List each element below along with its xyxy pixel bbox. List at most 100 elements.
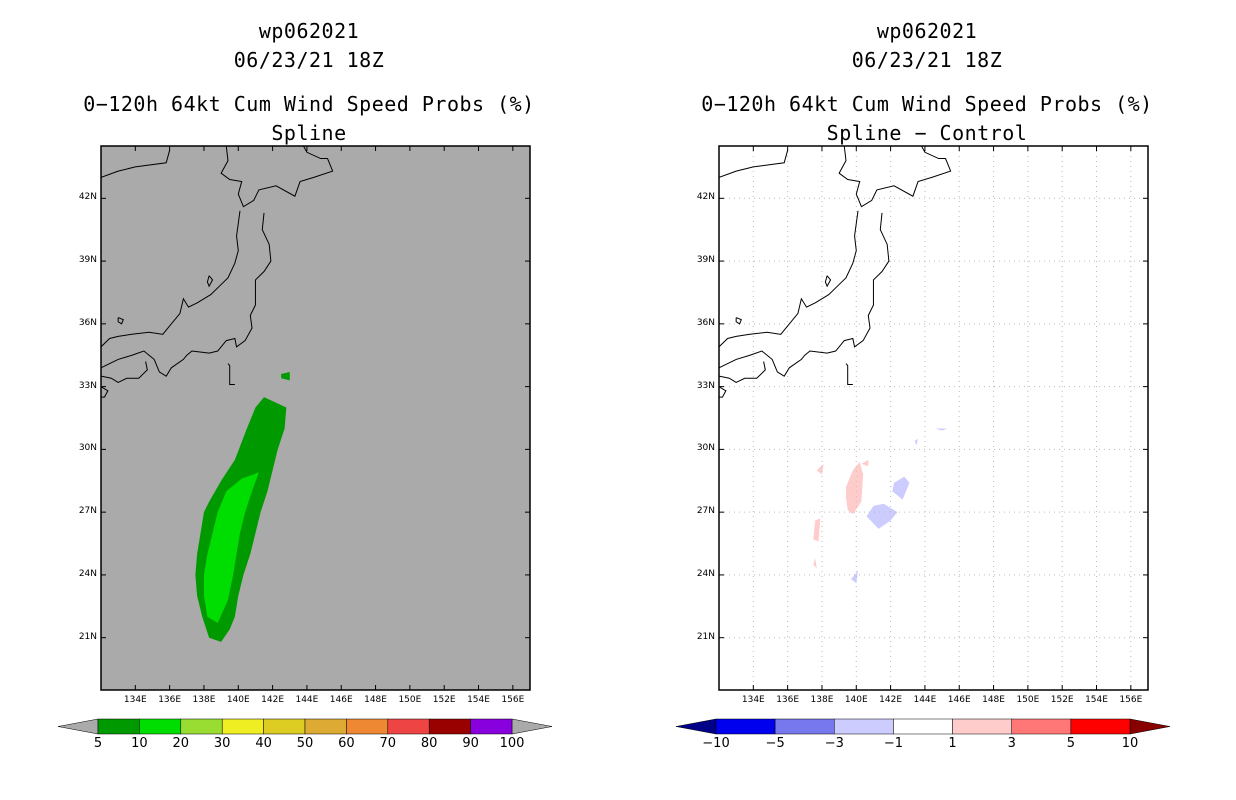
right-coastline-7 bbox=[735, 317, 742, 325]
right-plot-frame bbox=[718, 145, 1149, 691]
left-colorbar-swatch-6 bbox=[346, 718, 389, 735]
left-product-title: 0−120h 64kt Cum Wind Speed Probs (%) bbox=[83, 92, 535, 116]
colorbars bbox=[57, 718, 1171, 735]
right-region-9 bbox=[935, 428, 948, 431]
right-colorbar-swatch-0 bbox=[715, 718, 776, 735]
right-xtick-label: 136E bbox=[776, 695, 800, 705]
left-xtick-label: 156E bbox=[501, 695, 525, 705]
right-coastline-0 bbox=[719, 150, 789, 178]
right-coastline-2 bbox=[719, 210, 859, 348]
right-subtitle: Spline − Control bbox=[826, 121, 1028, 145]
right-coastline-5 bbox=[719, 386, 727, 398]
left-coastline-6 bbox=[227, 363, 235, 386]
right-coastline-8 bbox=[824, 275, 832, 288]
right-ytick-label: 36N bbox=[696, 317, 715, 328]
left-colorbar-swatch-7 bbox=[387, 718, 430, 735]
left-xtick-label: 152E bbox=[432, 695, 456, 705]
right-xtick-label: 140E bbox=[844, 695, 868, 705]
left-plot-frame bbox=[100, 145, 531, 691]
left-xtick-label: 142E bbox=[261, 695, 285, 705]
right-xtick-label: 146E bbox=[947, 695, 971, 705]
right-colorbar-swatch-4 bbox=[952, 718, 1012, 735]
left-xtick-label: 150E bbox=[398, 695, 422, 705]
right-colorbar-label: −3 bbox=[824, 736, 844, 751]
right-xtick-label: 144E bbox=[913, 695, 937, 705]
left-coastline-1 bbox=[220, 146, 334, 208]
right-coastline-1 bbox=[838, 146, 952, 208]
left-colorbar-swatch-4 bbox=[263, 718, 306, 735]
left-colorbar-swatch-2 bbox=[180, 718, 223, 735]
right-xtick-label: 156E bbox=[1119, 695, 1143, 705]
left-ytick-label: 33N bbox=[78, 380, 97, 391]
left-xtick-label: 136E bbox=[158, 695, 182, 705]
left-colorbar-label: 70 bbox=[379, 736, 397, 751]
right-region-3 bbox=[813, 518, 821, 542]
left-colorbar-label: 10 bbox=[131, 736, 148, 751]
right-colorbar-under-arrow bbox=[675, 718, 717, 735]
right-colorbar-swatch-1 bbox=[774, 718, 835, 735]
right-coastline-6 bbox=[845, 363, 853, 386]
left-colorbar-label: 80 bbox=[420, 736, 438, 751]
left-coastline-8 bbox=[206, 275, 214, 288]
right-colorbar-swatch-3 bbox=[893, 718, 953, 735]
right-colorbar-label: 10 bbox=[1121, 736, 1139, 751]
right-xtick-label: 152E bbox=[1050, 695, 1074, 705]
left-xtick-label: 140E bbox=[226, 695, 250, 705]
right-region-8 bbox=[914, 438, 919, 446]
right-colorbar-over-arrow bbox=[1129, 718, 1171, 735]
left-colorbar-label: 30 bbox=[213, 736, 231, 751]
left-xtick-label: 144E bbox=[295, 695, 319, 705]
left-colorbar-label: 50 bbox=[296, 736, 314, 751]
left-xtick-label: 134E bbox=[123, 695, 147, 705]
right-colorbar-swatch-2 bbox=[834, 718, 894, 735]
left-colorbar-swatch-0 bbox=[97, 718, 140, 735]
left-storm-id: wp062021 bbox=[258, 19, 360, 43]
left-coastline-3 bbox=[101, 212, 272, 377]
right-xtick-label: 154E bbox=[1085, 695, 1108, 705]
right-region-4 bbox=[813, 558, 817, 569]
right-colorbar-label: 5 bbox=[1066, 736, 1075, 751]
right-ytick-label: 33N bbox=[696, 380, 715, 391]
left-ytick-label: 24N bbox=[78, 568, 97, 579]
left-xtick-label: 138E bbox=[192, 695, 216, 705]
right-ytick-label: 39N bbox=[696, 255, 715, 266]
right-xtick-label: 142E bbox=[879, 695, 903, 705]
right-probability-regions bbox=[813, 428, 948, 584]
right-xtick-label: 150E bbox=[1016, 695, 1040, 705]
right-ytick-label: 21N bbox=[696, 631, 715, 642]
left-colorbar-swatch-9 bbox=[470, 718, 513, 735]
right-region-5 bbox=[866, 503, 898, 529]
left-ytick-label: 42N bbox=[78, 192, 97, 203]
right-xtick-label: 134E bbox=[741, 695, 765, 705]
right-region-1 bbox=[861, 459, 869, 467]
right-colorbar-label: 3 bbox=[1007, 736, 1016, 751]
left-coastline-2 bbox=[101, 210, 241, 348]
left-map-panel bbox=[100, 145, 531, 691]
left-xtick-label: 154E bbox=[467, 695, 490, 705]
left-colorbar-label: 90 bbox=[462, 736, 479, 751]
right-colorbar-label: −5 bbox=[765, 736, 785, 751]
left-xtick-label: 148E bbox=[364, 695, 387, 705]
left-coastline-7 bbox=[117, 317, 124, 325]
left-subtitle: Spline bbox=[271, 121, 347, 145]
left-colorbar-swatch-8 bbox=[428, 718, 471, 735]
left-xtick-label: 146E bbox=[329, 695, 353, 705]
left-colorbar-over-arrow bbox=[511, 718, 553, 735]
right-region-7 bbox=[851, 570, 858, 584]
right-datetime: 06/23/21 18Z bbox=[851, 48, 1003, 72]
left-region-2 bbox=[203, 472, 259, 624]
right-coastline-4 bbox=[719, 361, 766, 384]
left-coastline-5 bbox=[101, 386, 109, 398]
left-plot-background bbox=[101, 146, 530, 690]
right-colorbar-swatch-6 bbox=[1070, 718, 1131, 735]
left-colorbar-label: 60 bbox=[338, 736, 355, 751]
left-colorbar-label: 40 bbox=[255, 736, 272, 751]
left-region-1 bbox=[281, 371, 290, 381]
left-colorbar-under-arrow bbox=[57, 718, 99, 735]
right-xtick-label: 138E bbox=[810, 695, 834, 705]
right-storm-id: wp062021 bbox=[876, 19, 978, 43]
right-ytick-label: 42N bbox=[696, 192, 715, 203]
right-ytick-label: 27N bbox=[696, 506, 715, 517]
right-coastlines bbox=[719, 146, 952, 398]
